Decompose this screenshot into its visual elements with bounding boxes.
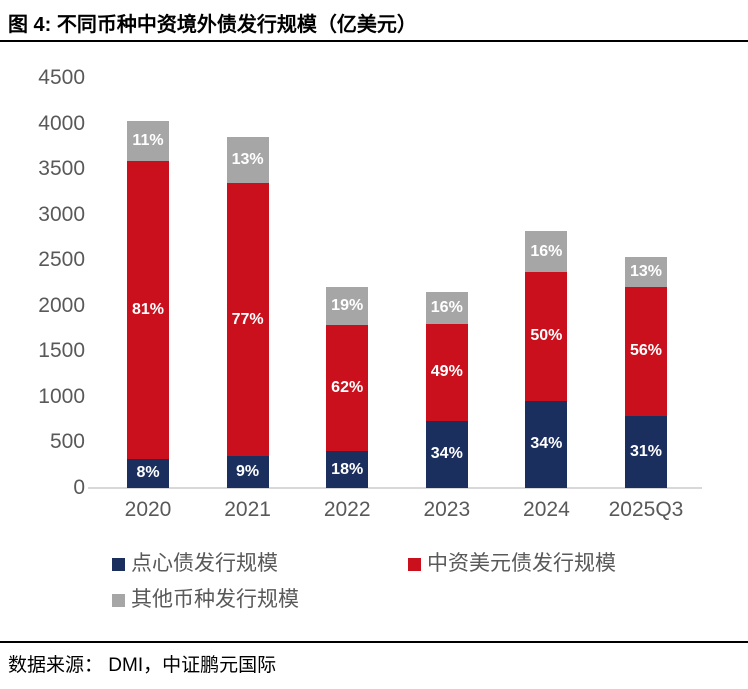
bar-segment-other-2021: 13% xyxy=(226,137,269,184)
bar-segment-dim-sum-2020: 8% xyxy=(127,458,169,488)
bar-segment-percent-label: 16% xyxy=(530,242,563,260)
y-axis-tick-label: 500 xyxy=(49,430,85,454)
bar-segment-percent-label: 34% xyxy=(530,435,563,453)
bar-segment-percent-label: 9% xyxy=(236,463,260,481)
bar-segment-other-2022: 19% xyxy=(326,286,369,326)
y-axis-tick-label: 1500 xyxy=(38,339,85,363)
legend-marker-dim-sum-icon xyxy=(112,557,125,571)
bar-segment-percent-label: 56% xyxy=(629,342,663,360)
title-divider-line xyxy=(0,40,748,42)
legend-label: 点心债发行规模 xyxy=(131,552,278,575)
bar-segment-percent-label: 50% xyxy=(530,327,563,345)
bar-segment-percent-label: 19% xyxy=(331,296,364,314)
bar-segment-usd-2020: 81% xyxy=(127,161,169,459)
bar-segment-usd-2025Q3: 56% xyxy=(625,286,667,417)
chart-title: 图 4: 不同币种中资境外债发行规模（亿美元） xyxy=(8,14,417,36)
legend-label: 中资美元债发行规模 xyxy=(427,552,616,575)
data-source-note: 数据来源： DMI，中证鹏元国际 xyxy=(8,655,277,676)
bar-segment-other-2020: 11% xyxy=(127,120,169,162)
x-axis-line xyxy=(88,487,702,489)
y-axis-tick-label: 2000 xyxy=(38,293,85,317)
y-axis-tick-label: 4500 xyxy=(38,66,85,89)
x-axis-category-label: 2022 xyxy=(323,498,371,521)
bar-segment-dim-sum-2021: 9% xyxy=(226,456,269,488)
bar-segment-percent-label: 11% xyxy=(132,132,164,149)
bar-segment-usd-2021: 77% xyxy=(226,183,269,457)
x-axis-category-label: 2024 xyxy=(523,498,570,521)
legend-item-usd-bonds: 中资美元债发行规模 xyxy=(408,551,616,577)
x-axis-category-label: 2021 xyxy=(224,498,271,521)
bar-segment-percent-label: 81% xyxy=(131,300,165,318)
bar-segment-percent-label: 8% xyxy=(136,464,160,482)
legend-item-other-currency: 其他币种发行规模 xyxy=(112,587,299,613)
bar-segment-percent-label: 18% xyxy=(331,460,364,478)
footer-divider-line xyxy=(0,641,748,643)
y-axis-tick-label: 4000 xyxy=(38,111,85,135)
bar-segment-percent-label: 62% xyxy=(331,379,364,397)
legend-marker-usd-icon xyxy=(408,557,421,571)
x-axis-category-label: 2025Q3 xyxy=(608,498,684,521)
bar-segment-percent-label: 34% xyxy=(430,445,463,463)
bar-segment-percent-label: 13% xyxy=(629,262,663,280)
stacked-bar-chart: 0 500 1000 1500 2000 2500 3000 3500 4000 4500 8% 81… xyxy=(38,66,702,613)
y-axis-tick-label: 2500 xyxy=(38,248,85,272)
bar-segment-other-2025Q3: 13% xyxy=(625,256,667,287)
bar-segment-percent-label: 77% xyxy=(231,310,264,328)
legend-label: 其他币种发行规模 xyxy=(131,588,299,611)
x-axis-category-label: 2023 xyxy=(423,498,471,521)
x-axis-category-label: 2020 xyxy=(124,498,172,521)
bar-segment-percent-label: 49% xyxy=(430,363,463,381)
bar-segment-usd-2023: 49% xyxy=(425,323,468,421)
bar-segment-dim-sum-2025Q3: 31% xyxy=(625,416,667,488)
y-axis-tick-label: 0 xyxy=(73,476,85,499)
bar-segment-usd-2022: 62% xyxy=(326,325,369,452)
bar-segment-dim-sum-2022: 18% xyxy=(326,451,369,488)
bar-segment-percent-label: 16% xyxy=(430,298,463,316)
bar-segment-other-2023: 16% xyxy=(425,292,468,324)
bar-segment-percent-label: 31% xyxy=(629,443,663,461)
y-axis-tick-label: 3000 xyxy=(38,202,85,226)
bar-segment-percent-label: 13% xyxy=(231,151,264,169)
bar-segment-other-2024: 16% xyxy=(525,231,568,273)
bar-segment-usd-2024: 50% xyxy=(525,272,568,401)
bar-segment-dim-sum-2024: 34% xyxy=(525,400,568,488)
bar-segment-dim-sum-2023: 34% xyxy=(425,420,468,488)
legend-marker-other-icon xyxy=(112,593,125,607)
legend-item-dim-sum-bonds: 点心债发行规模 xyxy=(112,551,278,577)
y-axis-tick-label: 3500 xyxy=(38,157,85,181)
y-axis-tick-label: 1000 xyxy=(38,384,85,408)
